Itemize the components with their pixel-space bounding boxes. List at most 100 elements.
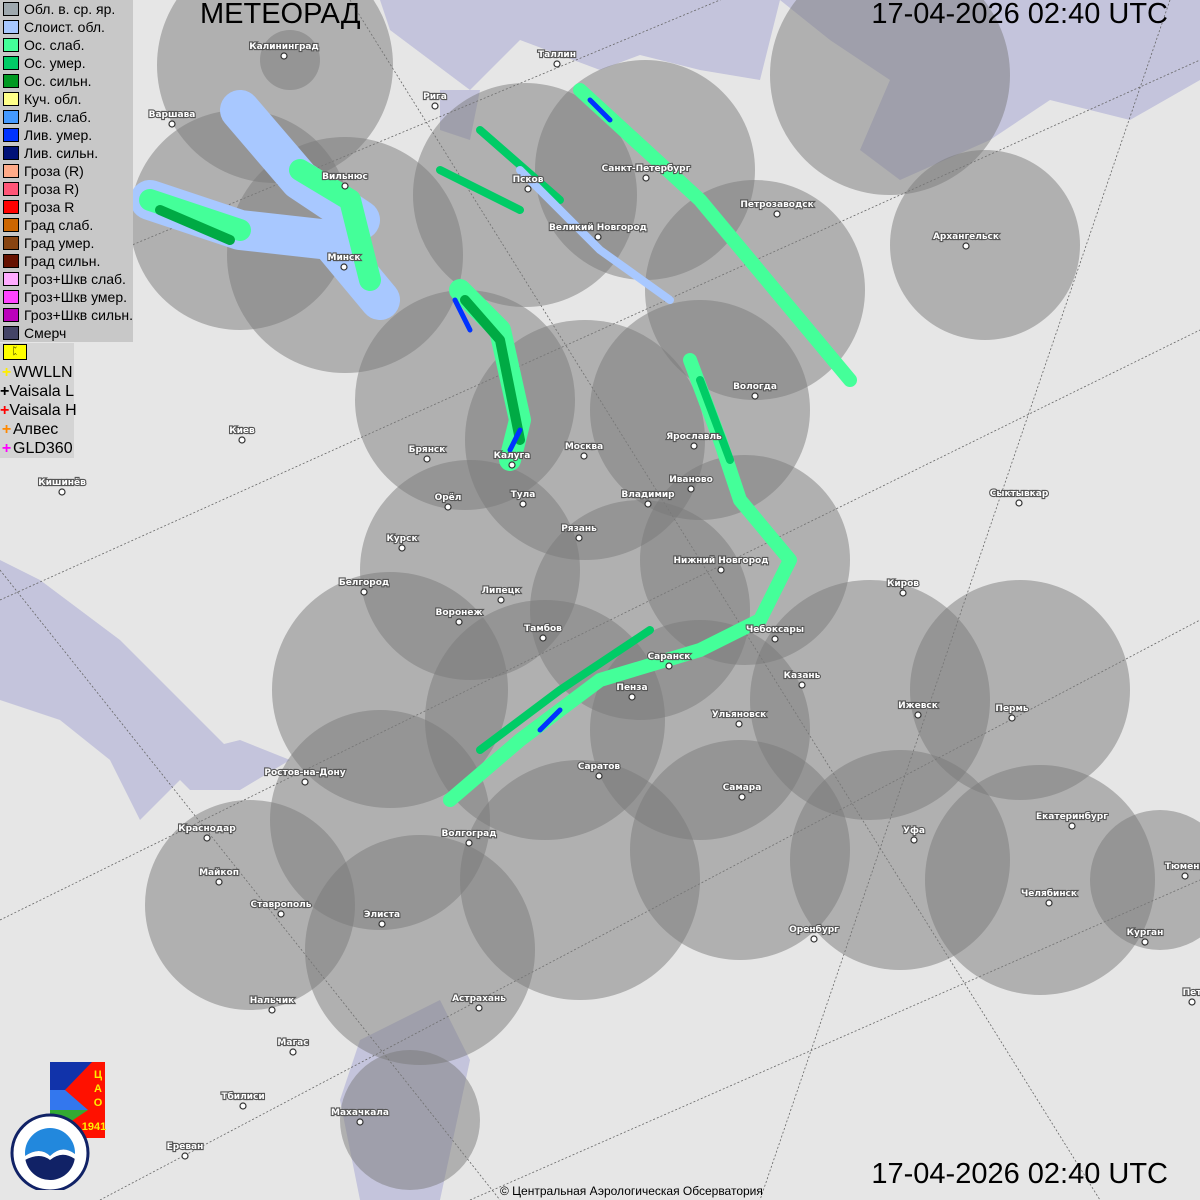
legend-label: Гроз+Шкв сильн. — [24, 307, 133, 323]
legend-swatch — [3, 146, 19, 160]
city-dot-icon — [1008, 714, 1016, 722]
city-marker: Великий Новгород — [548, 222, 648, 241]
city-marker: Саратов — [577, 761, 622, 780]
legend-swatch — [3, 236, 19, 250]
legend-label: Ос. сильн. — [24, 73, 92, 89]
city-label: Ростов-на-Дону — [264, 768, 345, 778]
city-label: Вологда — [733, 382, 777, 392]
lightning-source-label: Vaisala H — [9, 401, 77, 419]
city-label: Ульяновск — [712, 710, 767, 720]
lightning-source-item[interactable]: + Алвес — [0, 420, 74, 439]
city-marker: Ярославль — [665, 431, 723, 450]
legend-label: Смерч — [24, 325, 67, 341]
svg-text:А: А — [94, 1083, 102, 1095]
city-label: Тула — [511, 490, 536, 500]
city-dot-icon — [1141, 938, 1149, 946]
city-marker: Элиста — [363, 909, 401, 928]
city-dot-icon — [181, 1152, 189, 1160]
legend-swatch — [3, 308, 19, 322]
lightning-source-item[interactable]: + Vaisala L — [0, 382, 74, 401]
legend-item: Гроза R) — [0, 180, 133, 198]
city-dot-icon — [899, 589, 907, 597]
legend-swatch — [3, 38, 19, 52]
lightning-source-label: Алвес — [13, 420, 59, 438]
logos: Ц А О 1941 — [10, 1062, 106, 1190]
lightning-toggle-button[interactable]: ᛈ — [3, 344, 27, 360]
city-label: Липецк — [482, 586, 521, 596]
city-dot-icon — [1181, 872, 1189, 880]
city-marker: Уфа — [902, 825, 926, 844]
city-label: Псков — [513, 175, 544, 185]
city-marker: Владимир — [620, 489, 676, 508]
city-dot-icon — [1188, 998, 1196, 1006]
lightning-source-label: Vaisala L — [9, 382, 74, 400]
lightning-source-item[interactable]: + GLD360 — [0, 439, 74, 458]
city-dot-icon — [751, 392, 759, 400]
city-label: Нальчик — [250, 996, 294, 1006]
city-label: Краснодар — [178, 824, 236, 834]
legend-swatch — [3, 128, 19, 142]
city-marker: Псков — [511, 174, 545, 193]
city-label: Петрозаводск — [740, 200, 813, 210]
legend-item: Ос. умер. — [0, 54, 133, 72]
city-label: Екатеринбург — [1036, 811, 1108, 822]
cross-icon: + — [1, 439, 12, 457]
city-marker: Липецк — [480, 585, 522, 604]
city-dot-icon — [455, 618, 463, 626]
copyright: © Центральная Аэрологическая Обсерватори… — [500, 1184, 763, 1198]
city-label: Вильнюс — [322, 172, 368, 182]
city-label: Магас — [277, 1038, 308, 1048]
timestamp-top: 17-04-2026 02:40 UTC — [871, 0, 1168, 30]
city-dot-icon — [524, 185, 532, 193]
city-dot-icon — [519, 500, 527, 508]
city-marker: Пермь — [994, 703, 1030, 722]
legend-label: Град сильн. — [24, 253, 101, 269]
city-dot-icon — [168, 120, 176, 128]
city-dot-icon — [717, 566, 725, 574]
precipitation-echo — [696, 376, 734, 464]
city-label: Архангельск — [933, 232, 999, 242]
city-label: Оренбург — [789, 924, 839, 935]
timestamp-bottom: 17-04-2026 02:40 UTC — [871, 1158, 1168, 1190]
legend-item: Обл. в. ср. яр. — [0, 0, 133, 18]
city-marker: Ростов-на-Дону — [263, 767, 347, 786]
city-marker: Варшава — [148, 109, 196, 128]
city-label: Таллин — [538, 50, 576, 60]
city-label: Ереван — [167, 1142, 204, 1152]
city-dot-icon — [356, 1118, 364, 1126]
city-dot-icon — [771, 635, 779, 643]
precipitation-echo — [587, 97, 613, 123]
svg-text:О: О — [94, 1097, 103, 1109]
city-marker: Курск — [385, 533, 419, 552]
city-dot-icon — [280, 52, 288, 60]
lightning-source-item[interactable]: + Vaisala H — [0, 401, 77, 420]
city-dot-icon — [203, 834, 211, 842]
lightning-source-label: GLD360 — [13, 439, 73, 457]
legend-swatch — [3, 2, 19, 16]
legend-item: Гроз+Шкв умер. — [0, 288, 133, 306]
city-dot-icon — [1068, 822, 1076, 830]
city-dot-icon — [423, 455, 431, 463]
precipitation-echo — [507, 427, 523, 453]
city-marker: Брянск — [408, 444, 446, 463]
city-label: Астрахань — [452, 994, 506, 1004]
city-label: Курск — [386, 534, 417, 544]
radar-coverage-circle — [145, 800, 355, 1010]
radar-coverage-circle — [890, 150, 1080, 340]
city-markers: Калининград Рига Таллин Варшава Вильнюс Псков… — [37, 41, 1200, 1160]
precipitation-legend: Обл. в. ср. яр. Слоист. обл. Ос. слаб. Ос. … — [0, 0, 133, 342]
radar-coverage-circle — [770, 0, 1010, 195]
city-label: Калуга — [494, 451, 531, 461]
city-marker: Тбилиси — [220, 1090, 266, 1110]
city-marker: Нальчик — [249, 995, 295, 1014]
lightning-source-item[interactable]: + WWLLN — [0, 363, 74, 382]
legend-item: Слоист. обл. — [0, 18, 133, 36]
city-dot-icon — [962, 242, 970, 250]
legend-label: Обл. в. ср. яр. — [24, 1, 116, 17]
legend-swatch — [3, 326, 19, 340]
city-dot-icon — [268, 1006, 276, 1014]
city-dot-icon — [687, 485, 695, 493]
radar-coverage-circle — [910, 580, 1130, 800]
radar-coverage-circle — [1090, 810, 1200, 950]
